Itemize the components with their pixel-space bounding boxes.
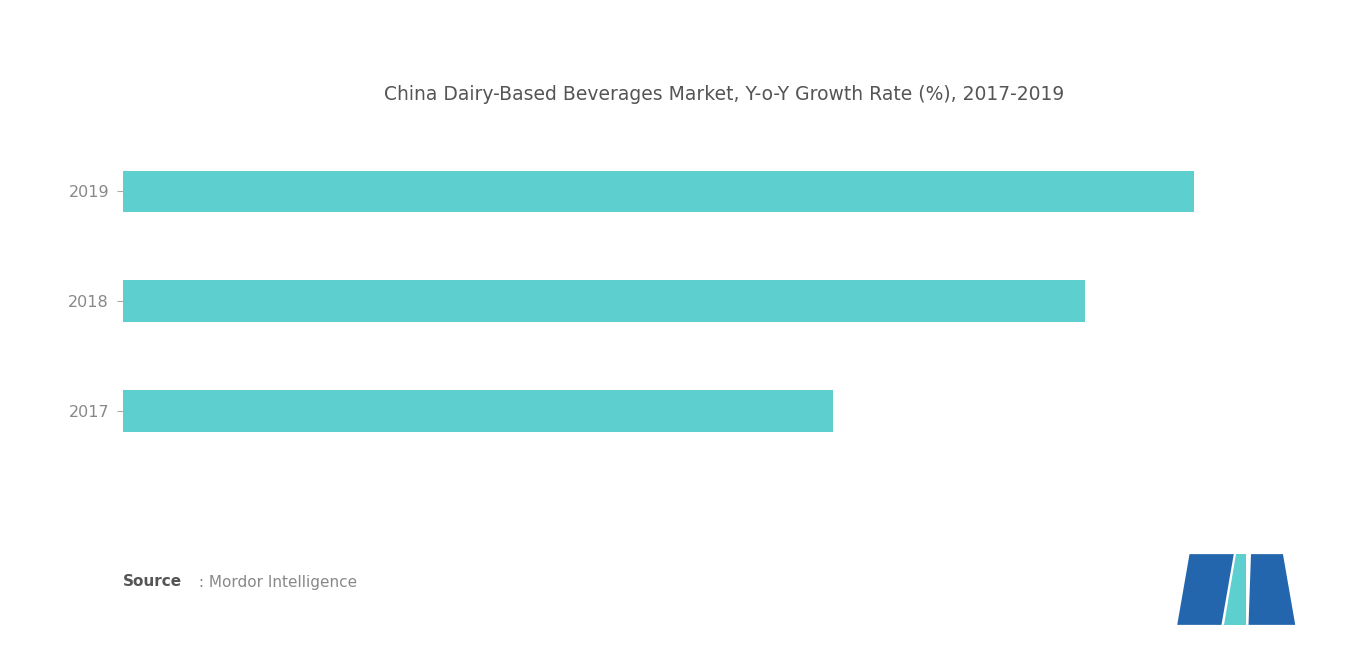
- Text: : Mordor Intelligence: : Mordor Intelligence: [194, 574, 357, 590]
- Bar: [123, 170, 1194, 212]
- Polygon shape: [1224, 554, 1246, 625]
- Bar: [123, 280, 1085, 322]
- Polygon shape: [1249, 554, 1295, 625]
- Text: Source: Source: [123, 574, 182, 590]
- Polygon shape: [1177, 554, 1233, 625]
- Title: China Dairy-Based Beverages Market, Y-o-Y Growth Rate (%), 2017-2019: China Dairy-Based Beverages Market, Y-o-…: [384, 85, 1064, 104]
- Bar: [123, 390, 833, 432]
